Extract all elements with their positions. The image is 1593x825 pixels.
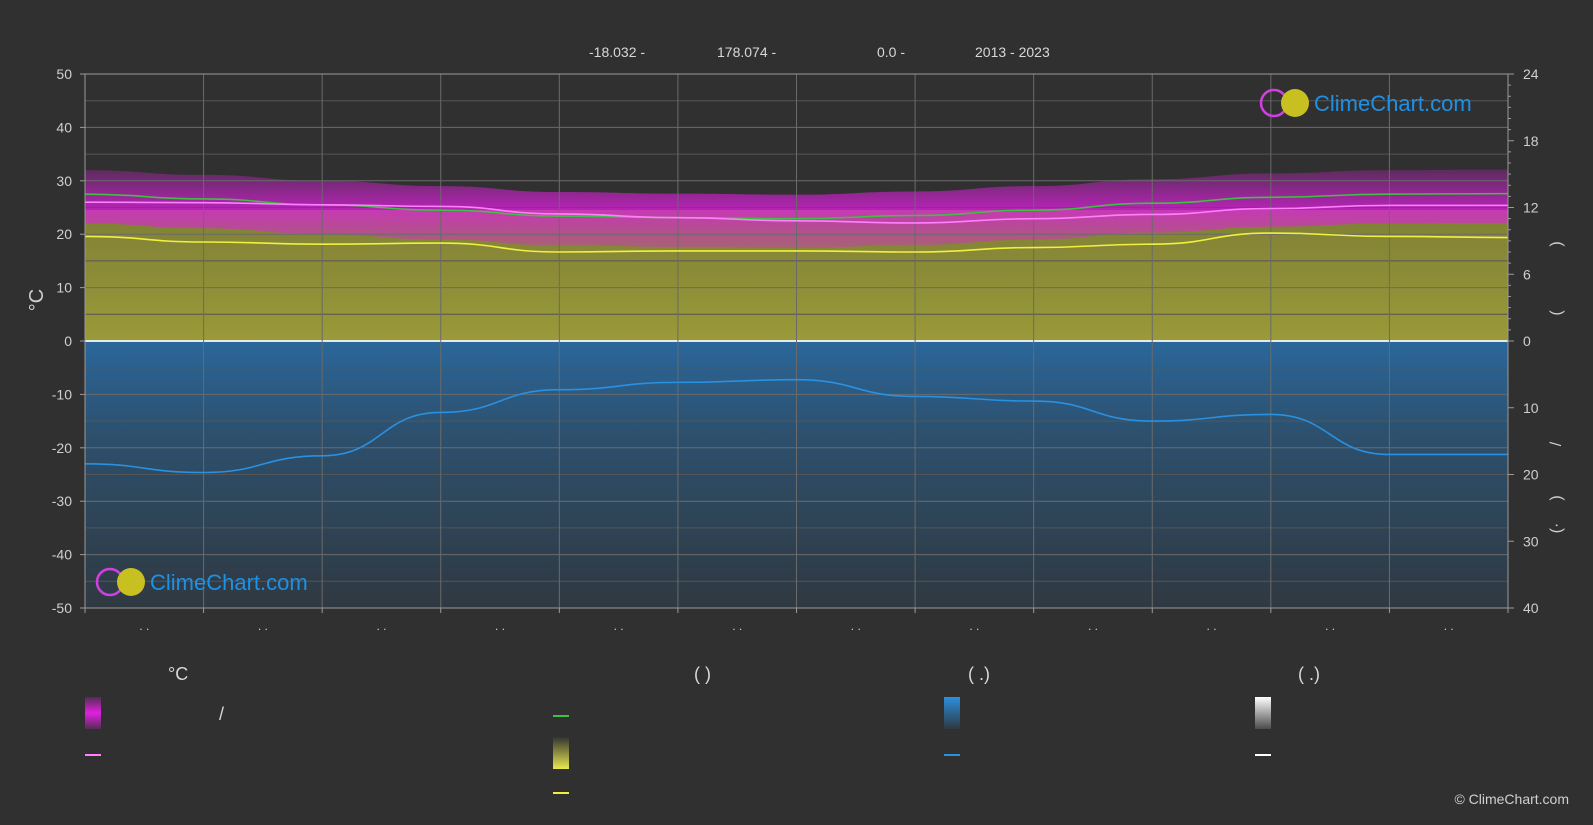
y-axis-title: °C [26,289,48,311]
y-tick-label: -50 [52,600,72,616]
legend-swatch-snow-line [1255,754,1271,756]
right-tick-label-upper: 24 [1523,66,1539,82]
y-tick-label: 40 [56,119,72,135]
logo-bottom: ClimeChart.com [95,567,308,597]
legend-temp-heading: °C [168,664,189,684]
logo-text-top: ClimeChart.com [1314,91,1472,116]
x-tick-label: . . [614,619,624,633]
right-tick-label-lower: 30 [1523,533,1539,549]
right-axis-label: (· [1548,523,1565,534]
elevation-text: 0.0 - [877,44,906,60]
legend-swatch-rain [944,697,960,729]
right-tick-label-upper: 18 [1523,133,1539,149]
logo-sun-icon [117,568,145,596]
right-tick-label-upper: 6 [1523,266,1531,282]
y-tick-label: 20 [56,226,72,242]
y-tick-label: -20 [52,440,72,456]
right-tick-label-lower: 40 [1523,600,1539,616]
x-tick-label: . . [376,619,386,633]
axes: 50 40 30 20 10 0 -10 -20 -30 -40 -50 °C 24 18 12 6 0 10 20… [26,66,1565,633]
legend-swatch-snow [1255,697,1271,729]
right-tick-label-upper: 12 [1523,200,1539,216]
x-tick-label: . . [732,619,742,633]
right-tick-label-upper: 0 [1523,333,1531,349]
right-axis-label: ( [1548,310,1565,316]
chart-header: -18.032 - 178.074 - 0.0 - 2013 - 2023 [0,42,1593,62]
longitude-text: 178.074 - [717,44,777,60]
logo-text-bottom: ClimeChart.com [150,570,308,595]
legend-snow-heading: ( .) [1298,664,1320,684]
legend-swatch-sunshine [553,737,569,769]
logo-sun-icon [1281,89,1309,117]
legend-swatch-temp-range [85,697,101,729]
latitude-text: -18.032 - [589,44,646,60]
legend-sun-heading: ( ) [694,664,711,684]
x-tick-label: . . [1325,619,1335,633]
legend-slash: / [219,704,225,724]
y-tick-label: -30 [52,493,72,509]
y-tick-label: 0 [64,333,72,349]
legend-swatch-rain-line [944,754,960,756]
right-tick-label-lower: 20 [1523,467,1539,483]
logo-top: ClimeChart.com [1259,88,1472,118]
x-tick-label: . . [495,619,505,633]
y-tick-label: -10 [52,386,72,402]
x-tick-label: . . [1207,619,1217,633]
right-axis-label: ) [1548,495,1565,500]
y-tick-label: -40 [52,547,72,563]
right-tick-label-lower: 10 [1523,400,1539,416]
x-tick-label: . . [1444,619,1454,633]
x-tick-label: . . [1088,619,1098,633]
y-tick-label: 50 [56,66,72,82]
copyright-text: © ClimeChart.com [1454,791,1569,807]
series-line-mean_temp [85,201,1508,224]
right-axis-label: / [1548,441,1565,446]
y-tick-label: 10 [56,280,72,296]
series-line-precipitation_line [85,378,1508,474]
y-tick-label: 30 [56,173,72,189]
x-tick-label: . . [851,619,861,633]
legend-rain-heading: ( .) [968,664,990,684]
year-range-text: 2013 - 2023 [975,44,1050,60]
legend-swatch-yellow-line [553,792,569,794]
series-line-daylight_hours [85,232,1508,253]
legend-swatch-green-line [553,715,569,717]
grid [85,73,1508,609]
legend-swatch-mean-line [85,754,101,756]
right-axis-label: ) [1548,241,1565,246]
x-tick-label: . . [258,619,268,633]
x-tick-label: . . [139,619,149,633]
x-tick-label: . . [969,619,979,633]
climate-chart: 50 40 30 20 10 0 -10 -20 -30 -40 -50 °C 24 18 12 6 0 10 20… [26,66,1565,633]
